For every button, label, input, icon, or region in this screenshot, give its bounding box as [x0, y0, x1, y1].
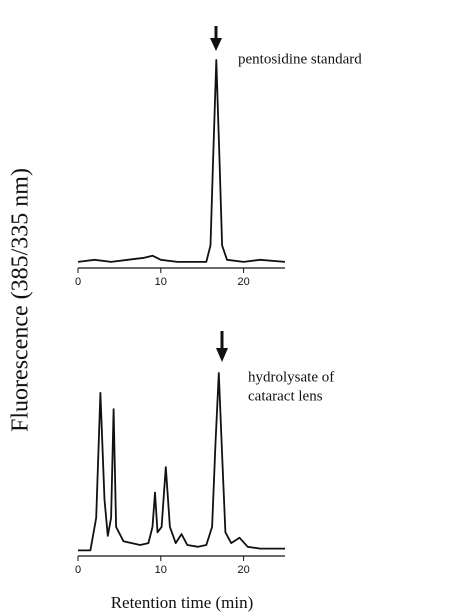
x-tick-label: 0 [75, 276, 81, 288]
x-axis-label: Retention time (min) [111, 593, 254, 612]
trace [78, 372, 285, 552]
x-tick-label: 20 [237, 564, 249, 576]
arrow [210, 26, 222, 51]
x-tick-label: 0 [75, 564, 81, 576]
trace [77, 59, 286, 263]
x-tick-label: 10 [155, 276, 167, 288]
annotation: pentosidine standard [238, 51, 362, 67]
annotation: hydrolysate of [248, 369, 334, 385]
annotation: cataract lens [248, 388, 323, 404]
arrow [216, 331, 228, 362]
y-axis-label: Fluorescence (385/335 nm) [8, 168, 34, 432]
x-tick-label: 20 [237, 276, 249, 288]
x-tick-label: 10 [155, 564, 167, 576]
